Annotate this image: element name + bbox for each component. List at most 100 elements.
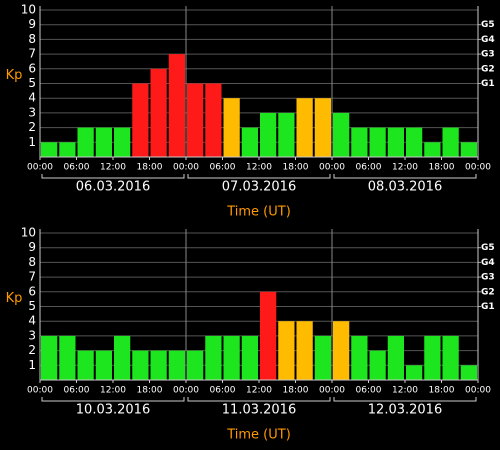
y-tick-label: 4: [28, 314, 36, 328]
day-label: 08.03.2016: [368, 180, 442, 195]
day-bracket: [41, 174, 185, 179]
x-tick-label: 06:00: [64, 386, 90, 396]
y-tick-label: 2: [28, 343, 36, 357]
bar: [314, 335, 331, 380]
x-tick-label: 06:00: [210, 386, 236, 396]
bar: [77, 127, 94, 157]
x-tick-label: 18:00: [137, 386, 163, 396]
y-tick-label: 7: [28, 47, 36, 61]
day-label: 07.03.2016: [222, 180, 296, 195]
day-bracket: [333, 397, 477, 402]
day-bracket: [187, 397, 331, 402]
x-axis-label: Time (UT): [226, 428, 291, 443]
y-tick-label: 5: [28, 299, 36, 313]
y2-tick-label: G5: [481, 243, 495, 253]
bar: [278, 321, 295, 380]
x-tick-label: 00:00: [319, 386, 345, 396]
bar: [314, 98, 331, 157]
y2-tick-label: G3: [481, 50, 495, 60]
bar: [406, 127, 423, 157]
bar: [333, 321, 350, 380]
bar: [296, 321, 313, 380]
x-tick-label: 12:00: [100, 386, 126, 396]
x-tick-label: 06:00: [210, 163, 236, 173]
y2-tick-label: G1: [481, 302, 495, 312]
bar: [59, 142, 76, 157]
bar: [187, 350, 204, 380]
y2-tick-label: G3: [481, 273, 495, 283]
x-tick-label: 12:00: [246, 163, 272, 173]
bar: [260, 291, 277, 380]
y-tick-label: 9: [28, 17, 36, 31]
day-bracket: [187, 174, 331, 179]
y-tick-label: 8: [28, 32, 36, 46]
y-tick-label: 7: [28, 270, 36, 284]
x-tick-label: 18:00: [283, 386, 309, 396]
bar: [114, 335, 131, 380]
y-tick-label: 6: [28, 284, 36, 298]
day-label: 10.03.2016: [76, 403, 150, 418]
bar: [132, 83, 149, 157]
y2-tick-label: G4: [481, 35, 495, 45]
y-tick-label: 3: [28, 328, 36, 342]
bar: [424, 335, 441, 380]
x-tick-label: 12:00: [246, 386, 272, 396]
bar: [41, 142, 58, 157]
bar: [442, 127, 459, 157]
x-tick-label: 06:00: [356, 163, 382, 173]
bar: [132, 350, 149, 380]
bar: [95, 127, 112, 157]
bar: [223, 98, 240, 157]
bar: [369, 350, 386, 380]
bar: [460, 365, 477, 380]
bar: [387, 335, 404, 380]
bar: [241, 127, 258, 157]
x-tick-label: 18:00: [429, 163, 455, 173]
x-tick-label: 06:00: [356, 386, 382, 396]
x-axis-label: Time (UT): [226, 205, 291, 220]
bar: [442, 335, 459, 380]
x-tick-label: 18:00: [283, 163, 309, 173]
x-tick-label: 18:00: [429, 386, 455, 396]
y2-tick-label: G4: [481, 258, 495, 268]
bar: [369, 127, 386, 157]
y-tick-label: 9: [28, 240, 36, 254]
y-tick-label: 4: [28, 91, 36, 105]
x-tick-label: 12:00: [392, 163, 418, 173]
bar: [41, 335, 58, 380]
bar: [205, 335, 222, 380]
y-axis-label: Kp: [6, 291, 23, 306]
x-tick-label: 00:00: [173, 386, 199, 396]
bar: [241, 335, 258, 380]
y-tick-label: 2: [28, 120, 36, 134]
bar: [333, 112, 350, 157]
x-tick-label: 12:00: [392, 386, 418, 396]
y2-tick-label: G2: [481, 287, 495, 297]
x-tick-label: 00:00: [173, 163, 199, 173]
bar: [95, 350, 112, 380]
x-tick-label: 18:00: [137, 163, 163, 173]
y-tick-label: 3: [28, 105, 36, 119]
bar: [460, 142, 477, 157]
day-bracket: [41, 397, 185, 402]
y2-tick-label: G2: [481, 64, 495, 74]
y2-tick-label: G5: [481, 20, 495, 30]
bar: [351, 335, 368, 380]
y-tick-label: 10: [21, 3, 36, 17]
x-tick-label: 00:00: [27, 163, 53, 173]
y-tick-label: 8: [28, 255, 36, 269]
y2-tick-label: G1: [481, 79, 495, 89]
bar: [223, 335, 240, 380]
x-tick-label: 12:00: [100, 163, 126, 173]
x-tick-label: 00:00: [465, 163, 491, 173]
bar: [150, 68, 167, 157]
bar: [406, 365, 423, 380]
bar: [278, 112, 295, 157]
x-tick-label: 06:00: [64, 163, 90, 173]
bar: [424, 142, 441, 157]
y-tick-label: 6: [28, 61, 36, 75]
day-label: 06.03.2016: [76, 180, 150, 195]
x-tick-label: 00:00: [465, 386, 491, 396]
bar: [296, 98, 313, 157]
bar: [168, 54, 185, 157]
